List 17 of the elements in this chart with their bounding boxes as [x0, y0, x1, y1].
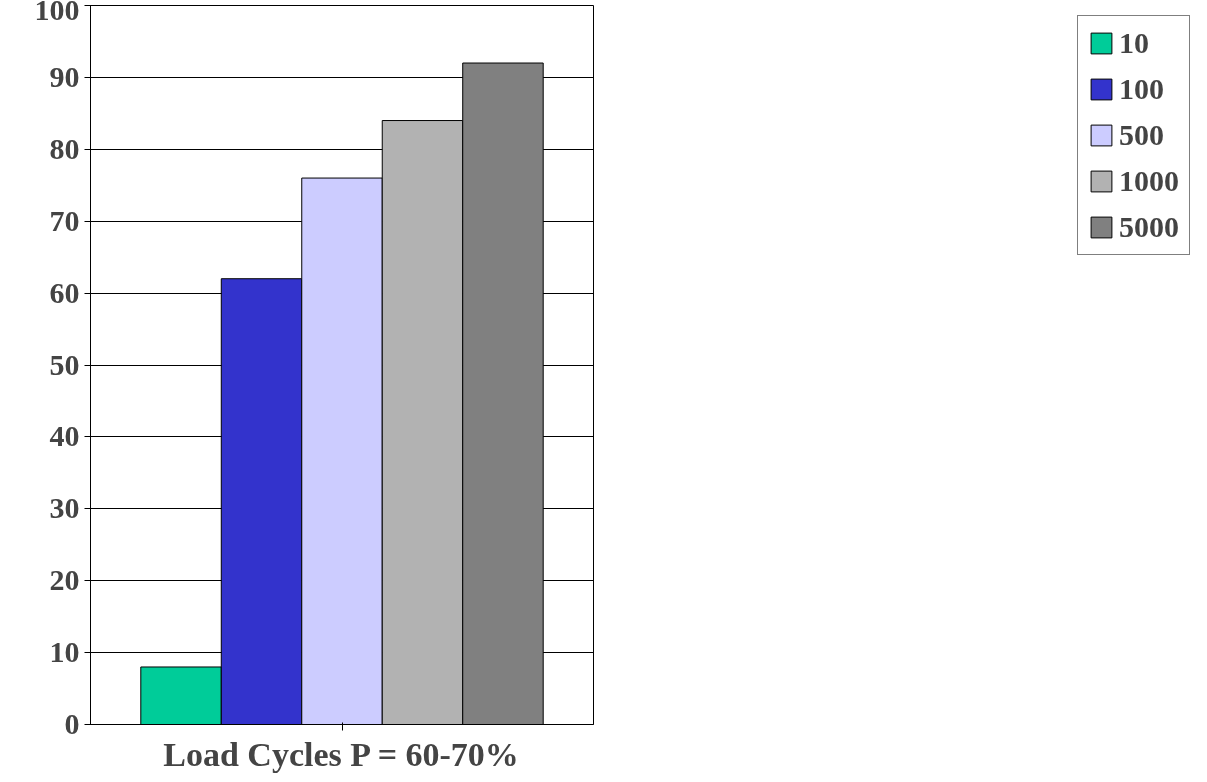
y-tick-label: 70	[49, 203, 80, 237]
y-tick-label: 0	[64, 707, 80, 740]
x-axis-title: Load Cycles P = 60-70%	[163, 735, 519, 773]
y-tick-label: 30	[49, 491, 80, 525]
y-tick-label: 80	[49, 131, 80, 165]
legend-label: 10	[1119, 26, 1149, 60]
y-tick-label: 100	[34, 0, 80, 26]
legend-label: 5000	[1119, 210, 1179, 244]
y-tick-label: 20	[49, 563, 80, 597]
y-tick-label: 50	[49, 347, 80, 381]
legend-label: 500	[1119, 118, 1164, 152]
y-tick-label: 40	[49, 419, 80, 453]
legend-label: 100	[1119, 72, 1164, 106]
legend-label: 1000	[1119, 164, 1179, 198]
y-tick-label: 60	[49, 275, 80, 309]
y-tick-label: 90	[49, 59, 80, 93]
y-tick-label: 10	[49, 635, 80, 669]
